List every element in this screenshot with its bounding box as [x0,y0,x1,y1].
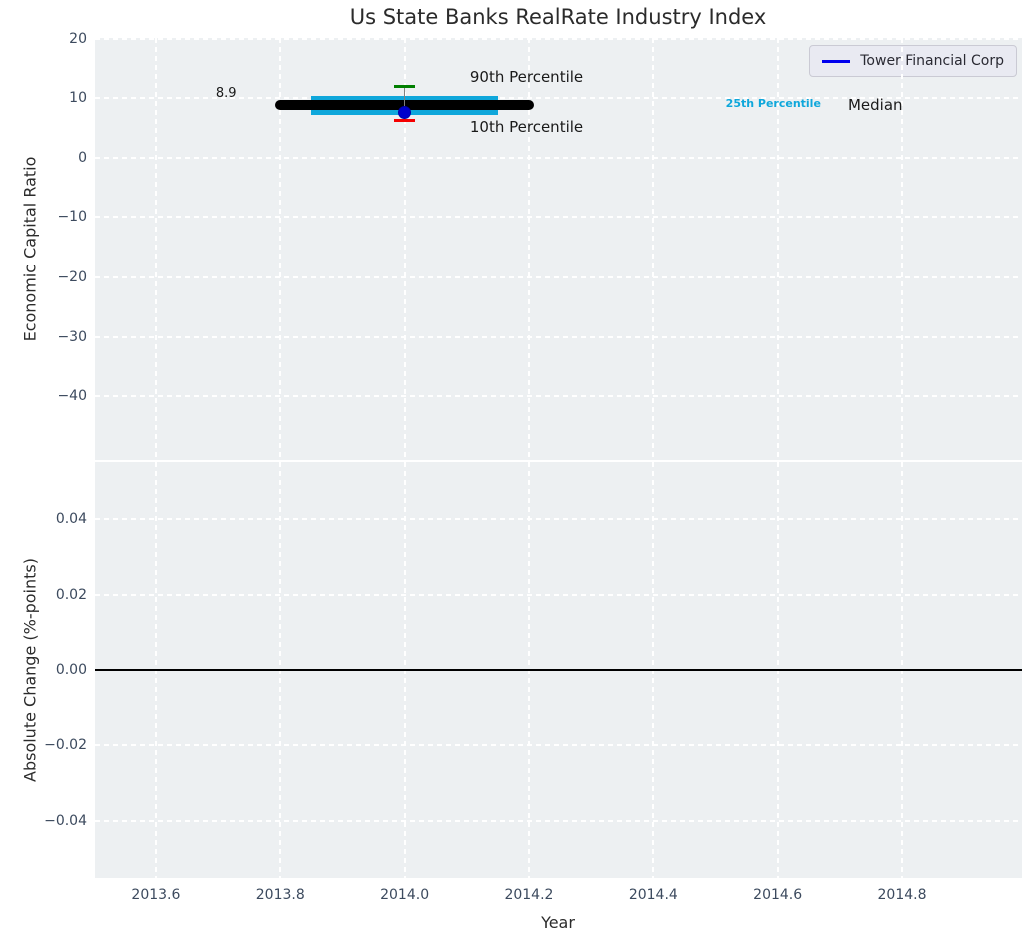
legend-label: Tower Financial Corp [860,53,1004,69]
x-tick-label: 2014.2 [504,887,554,903]
annotation-10th-percentile: 10th Percentile [469,118,584,136]
gridline-vertical [901,38,903,460]
gridline-horizontal [95,395,1022,398]
y-tick-label: −30 [57,328,87,345]
y-tick-label: 0.04 [55,511,87,527]
x-tick-label: 2013.8 [255,887,305,903]
x-tick-label: 2014.4 [628,887,678,903]
gridline-horizontal [95,216,1022,219]
x-tick-label: 2013.6 [131,887,181,903]
gridline-vertical [776,38,779,460]
y-tick-label: −0.02 [44,737,87,754]
gridline-horizontal [95,156,1022,159]
chart-title: Us State Banks RealRate Industry Index [349,5,767,29]
x-tick-label: 2014.8 [877,887,927,903]
annotation-25th-percentile: 25th Percentile [725,96,821,110]
y-tick-label: 0.00 [55,662,87,678]
gridline-horizontal [95,593,1022,596]
gridline-vertical [527,38,530,460]
y-axis-label-economic-capital-ratio: Economic Capital Ratio [20,156,40,342]
gridline-horizontal [95,744,1022,747]
gridline-horizontal [95,97,1022,100]
gridline-horizontal [95,37,1022,40]
gridline-vertical [279,38,282,460]
y-tick-label: −10 [57,209,87,226]
percentile-90-cap [394,84,416,88]
x-tick-label: 2014.6 [753,887,803,903]
gridline-horizontal [95,276,1022,278]
panel-economic-capital-ratio: Tower Financial Corp [95,37,1022,460]
gridline-horizontal [95,518,1022,520]
y-tick-label: −40 [57,388,87,405]
gridline-horizontal [95,819,1022,822]
gridline-vertical [652,38,655,460]
y-tick-label: 10 [69,90,87,107]
gridline-horizontal [95,335,1022,338]
annotation-90th-percentile: 90th Percentile [469,67,584,86]
x-axis-label-year: Year [541,913,575,932]
annotation-median: Median [847,95,903,114]
legend-line-sample [822,59,851,63]
annotation-8-9: 8.9 [215,85,237,101]
percentile-10-cap [394,118,416,122]
percentile-error-bar [403,86,406,121]
y-tick-label: −20 [57,269,87,285]
gridline-vertical [403,38,406,460]
y-tick-label: 0.02 [55,586,87,603]
y-tick-label: −0.04 [44,812,87,829]
panel-absolute-change [95,462,1022,878]
y-tick-label: 20 [69,30,87,47]
x-tick-label: 2014.0 [380,887,430,903]
zero-line [95,669,1022,671]
y-tick-label: 0 [78,149,87,166]
gridline-vertical [154,38,157,460]
legend: Tower Financial Corp [809,45,1017,77]
company-data-point [398,106,412,119]
